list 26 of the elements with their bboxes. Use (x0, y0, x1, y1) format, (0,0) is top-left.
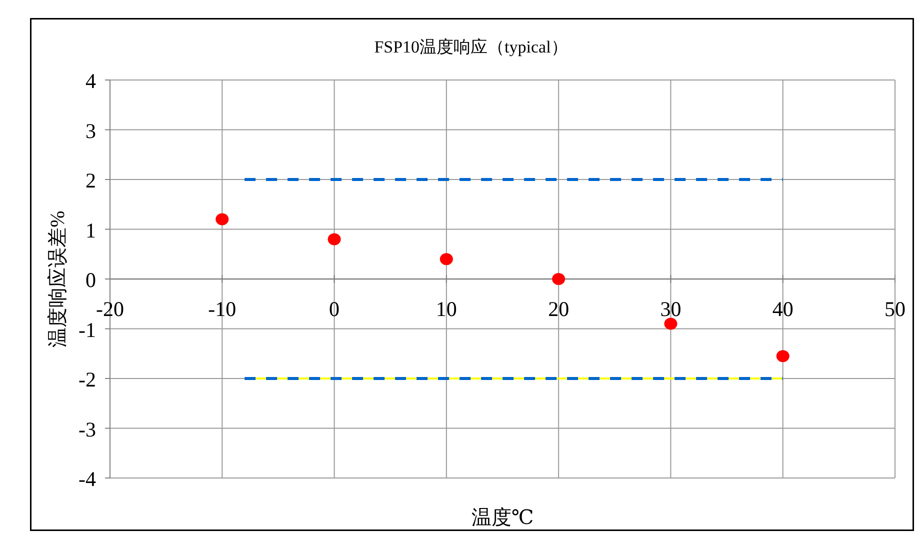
point (552, 273, 566, 285)
y-tick-label: -4 (78, 467, 96, 491)
point (328, 233, 341, 246)
chart-title: FSP10温度响应（typical） (374, 38, 568, 56)
y-tick-label: 4 (86, 69, 96, 93)
point (440, 253, 453, 266)
x-tick-label: -20 (96, 297, 124, 321)
x-tick-label: 20 (548, 297, 570, 321)
x-tick-label: 30 (660, 297, 682, 321)
y-tick-label: -2 (78, 368, 96, 392)
y-tick-label: 3 (86, 118, 96, 143)
y-tick-label: -1 (78, 318, 96, 342)
x-axis-title: 温度℃ (471, 507, 534, 529)
x-tick-label: 10 (436, 297, 457, 321)
y-tick-label: 2 (86, 168, 96, 192)
point (216, 213, 229, 226)
x-tick-label: 40 (772, 297, 794, 321)
x-tick-label: 50 (884, 297, 906, 321)
y-axis-title: 温度响应误差% (47, 210, 69, 348)
y-tick-label: 0 (86, 268, 96, 292)
point (664, 318, 678, 330)
point (776, 350, 790, 362)
x-tick-label: 0 (329, 297, 340, 321)
y-tick-label: 1 (86, 218, 96, 242)
y-tick-label: -3 (78, 417, 96, 442)
x-tick-label: -10 (208, 297, 236, 321)
